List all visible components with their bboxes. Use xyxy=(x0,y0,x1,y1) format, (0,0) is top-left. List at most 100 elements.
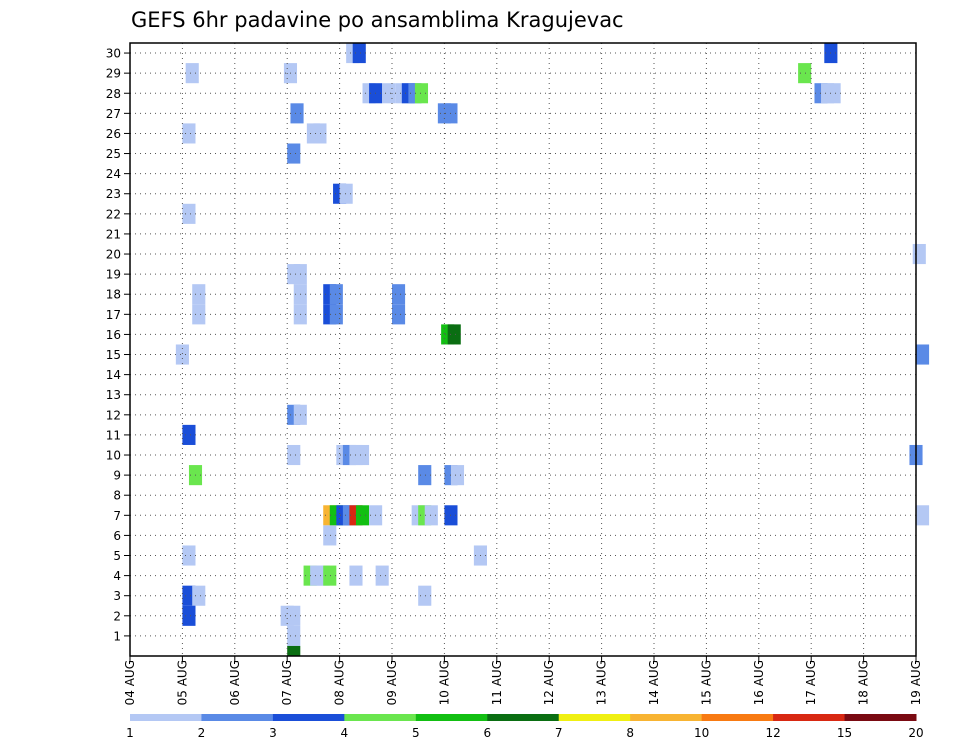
data-cell xyxy=(392,284,406,305)
colorbar-tick-label: 15 xyxy=(837,726,852,740)
data-cell xyxy=(290,103,304,124)
x-tick-label: 12 AUG xyxy=(542,660,556,705)
data-cell xyxy=(287,625,301,646)
y-tick-label: 15 xyxy=(106,348,121,362)
colorbar-swatch xyxy=(558,714,631,721)
y-axis: 1234567891011121314151617181920212223242… xyxy=(106,47,130,643)
y-tick-label: 23 xyxy=(106,187,121,201)
colorbar-swatch xyxy=(701,714,774,721)
data-cell xyxy=(175,344,189,365)
y-tick-label: 29 xyxy=(106,67,121,81)
y-tick-label: 20 xyxy=(106,248,121,262)
colorbar-swatch xyxy=(415,714,488,721)
data-cell xyxy=(392,304,406,325)
y-tick-label: 8 xyxy=(113,489,121,503)
y-tick-label: 18 xyxy=(106,288,121,302)
colorbar-swatch xyxy=(773,714,846,721)
x-tick-label: 13 AUG xyxy=(595,660,609,705)
data-cell xyxy=(329,284,343,305)
y-tick-label: 27 xyxy=(106,107,121,121)
cells-layer xyxy=(175,43,930,656)
data-cell xyxy=(352,43,366,64)
colorbar-tick-label: 4 xyxy=(341,726,349,740)
colorbar-tick-label: 12 xyxy=(765,726,780,740)
x-tick-label: 18 AUG xyxy=(857,660,871,705)
data-cell xyxy=(182,203,196,224)
y-tick-label: 25 xyxy=(106,147,121,161)
data-cell xyxy=(375,565,389,586)
data-cell xyxy=(287,645,301,656)
data-cell xyxy=(355,505,370,526)
y-tick-label: 21 xyxy=(106,227,121,241)
data-cell xyxy=(182,123,196,144)
colorbar-swatch xyxy=(201,714,274,721)
y-tick-label: 16 xyxy=(106,328,121,342)
y-tick-label: 4 xyxy=(113,569,121,583)
y-tick-label: 3 xyxy=(113,589,121,603)
y-tick-label: 26 xyxy=(106,127,121,141)
colorbar-swatch xyxy=(130,714,202,721)
y-tick-label: 10 xyxy=(106,449,121,463)
y-tick-label: 1 xyxy=(113,629,121,643)
data-cell xyxy=(827,83,841,104)
data-cell xyxy=(798,63,812,84)
data-cell xyxy=(329,304,343,325)
y-tick-label: 22 xyxy=(106,207,121,221)
y-tick-label: 7 xyxy=(113,509,121,523)
x-tick-label: 09 AUG xyxy=(385,660,399,705)
colorbar: 1 2 3 4 5 6 7 8 10 12 15 20 xyxy=(126,714,924,740)
colorbar-swatch xyxy=(630,714,703,721)
data-cell xyxy=(323,565,337,586)
x-tick-label: 06 AUG xyxy=(228,660,242,705)
x-tick-label: 16 AUG xyxy=(752,660,766,705)
data-cell xyxy=(916,505,930,526)
data-cell xyxy=(339,183,353,204)
y-tick-label: 2 xyxy=(113,609,121,623)
x-tick-label: 04 AUG xyxy=(123,660,137,705)
y-tick-label: 9 xyxy=(113,469,121,483)
x-tick-label: 17 AUG xyxy=(804,660,818,705)
x-tick-label: 19 AUG xyxy=(909,660,923,705)
data-cell xyxy=(182,545,196,566)
y-tick-label: 24 xyxy=(106,167,121,181)
data-cell xyxy=(192,585,206,606)
data-cell xyxy=(414,83,429,104)
y-tick-label: 13 xyxy=(106,388,121,402)
y-tick-label: 14 xyxy=(106,368,121,382)
y-tick-label: 6 xyxy=(113,529,121,543)
data-cell xyxy=(355,444,370,466)
y-tick-label: 17 xyxy=(106,308,121,322)
data-cell xyxy=(182,424,196,445)
x-tick-label: 14 AUG xyxy=(647,660,661,705)
data-cell xyxy=(192,304,206,325)
x-axis: 04 AUG 05 AUG 06 AUG 07 AUG 08 AUG 09 AUG 10 A… xyxy=(123,656,923,705)
colorbar-tick-label: 2 xyxy=(198,726,206,740)
data-cell xyxy=(185,63,199,84)
colorbar-tick-label: 3 xyxy=(269,726,277,740)
data-cell xyxy=(447,324,461,345)
data-cell xyxy=(287,605,301,626)
chart-title: GEFS 6hr padavine po ansamblima Kragujev… xyxy=(131,8,624,32)
colorbar-swatch xyxy=(272,714,345,721)
data-cell xyxy=(912,243,926,265)
data-cell xyxy=(287,444,301,466)
colorbar-swatch xyxy=(844,714,917,721)
x-tick-label: 07 AUG xyxy=(280,660,294,705)
data-cell xyxy=(287,143,301,164)
x-tick-label: 08 AUG xyxy=(333,660,347,705)
y-tick-label: 5 xyxy=(113,549,121,563)
colorbar-tick-label: 8 xyxy=(626,726,634,740)
grid-layer xyxy=(130,43,916,656)
data-cell xyxy=(450,465,465,486)
y-tick-label: 28 xyxy=(106,87,121,101)
colorbar-swatch xyxy=(344,714,417,721)
plot-frame xyxy=(129,42,917,657)
data-cell xyxy=(182,605,196,626)
data-cell xyxy=(323,525,337,546)
colorbar-tick-label: 20 xyxy=(908,726,923,740)
colorbar-swatch xyxy=(487,714,560,721)
colorbar-tick-label: 10 xyxy=(694,726,709,740)
data-cell xyxy=(424,505,438,526)
data-cell xyxy=(382,83,396,104)
data-cell xyxy=(916,344,930,365)
